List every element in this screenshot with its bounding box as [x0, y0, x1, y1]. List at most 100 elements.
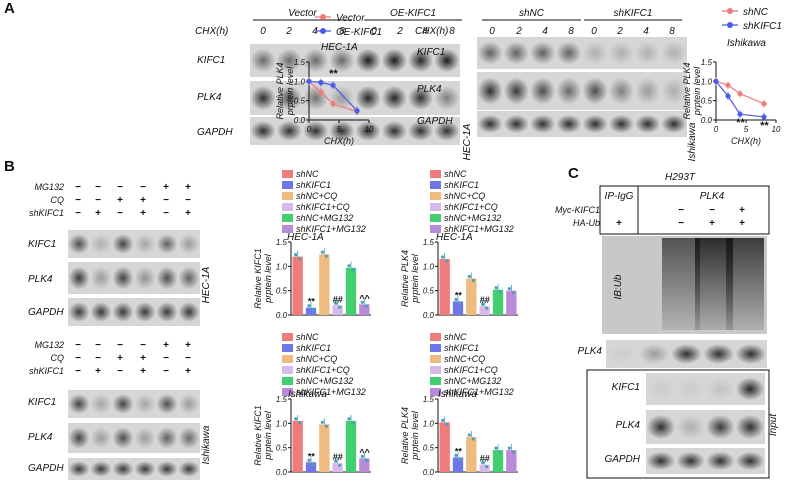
blot-band	[635, 114, 661, 134]
row-label-chx: CHX(h)	[195, 26, 228, 37]
bar	[439, 259, 450, 315]
y-tick-label: 1.0	[276, 419, 288, 428]
legend-label: shNC+CQ	[296, 354, 337, 364]
replicate-dot	[494, 286, 498, 290]
cell-line-vertical: Ishikawa	[201, 425, 212, 464]
replicate-dot	[458, 457, 462, 461]
blot-band	[178, 233, 200, 255]
bar	[506, 290, 517, 315]
blot-band	[503, 41, 529, 65]
blot-band	[355, 85, 381, 111]
blot-band	[68, 233, 90, 255]
data-point	[713, 78, 719, 84]
ip-header-box	[599, 185, 770, 235]
blot-band	[530, 77, 556, 105]
x-axis-label: CHX(h)	[731, 136, 761, 146]
cell-line-vertical: HEC-1A	[201, 266, 212, 303]
replicate-dot	[307, 304, 311, 308]
blot-band	[355, 48, 381, 73]
legend-label: shNC+CQ	[444, 354, 485, 364]
replicate-dot	[294, 253, 298, 257]
blot-band	[706, 414, 735, 440]
blot-band	[156, 393, 178, 415]
blot-band	[661, 41, 687, 65]
treatment-sign: +	[163, 182, 169, 193]
blot-band	[503, 114, 529, 134]
treatment-label: shKIFC1	[29, 366, 64, 376]
legend-swatch-marker	[727, 22, 733, 28]
treatment-label: HA-Ub	[573, 218, 600, 228]
blot-band	[68, 427, 90, 449]
replicate-dot	[498, 450, 502, 454]
blot-label-gapdh: GAPDH	[417, 116, 453, 127]
significance-mark: **	[454, 446, 462, 456]
treatment-label: Myc-KIFC1	[555, 205, 600, 215]
legend-swatch	[430, 170, 441, 178]
legend-swatch	[282, 377, 293, 385]
y-tick-label: 0.5	[423, 444, 435, 453]
legend-label: shNC	[296, 169, 319, 179]
y-tick-label: 0.5	[276, 287, 288, 296]
replicate-dot	[454, 297, 458, 301]
y-tick-label: 1.5	[423, 395, 435, 404]
replicate-dot	[324, 424, 328, 428]
legend-label: shNC+MG132	[444, 213, 501, 223]
chart-annotation: Ishikawa	[727, 38, 766, 49]
replicate-dot	[360, 454, 364, 458]
legend-swatch	[430, 203, 441, 211]
y-tick-label: 1.0	[701, 77, 713, 86]
replicate-dot	[298, 257, 302, 261]
blot-band	[635, 41, 661, 65]
data-point	[725, 93, 731, 99]
series-line	[715, 80, 765, 118]
blot-band	[112, 427, 134, 449]
chart-annotation: Ishikawa	[438, 389, 477, 400]
timepoint-label: 2	[515, 26, 522, 37]
treatment-sign: −	[95, 353, 101, 364]
blot-band	[250, 85, 276, 111]
legend-label: shKIFC1+MG132	[296, 387, 366, 397]
y-tick-label: 0.0	[294, 116, 306, 125]
timepoint-label: 8	[449, 26, 455, 37]
legend-label: shKIFC1	[444, 343, 479, 353]
bar	[452, 457, 464, 472]
blot-kifc1	[68, 390, 200, 418]
data-point	[330, 101, 336, 107]
significance-mark: **	[307, 451, 315, 461]
data-point	[354, 108, 360, 114]
treatment-sign: +	[95, 208, 101, 219]
blot-label-gapdh: GAPDH	[197, 127, 233, 138]
replicate-dot	[441, 255, 445, 259]
bar	[359, 458, 370, 472]
replicate-dot	[481, 302, 485, 306]
blot-band	[434, 85, 460, 111]
blot-band	[530, 114, 556, 134]
blot-band	[735, 377, 765, 401]
legend-label: shNC+MG132	[296, 376, 353, 386]
blot-band	[582, 114, 608, 134]
replicate-dot	[347, 264, 351, 268]
ubiquitin-smear	[726, 238, 764, 330]
legend-swatch-marker	[320, 28, 326, 34]
blot-band	[329, 48, 355, 73]
legend-label: Vector	[336, 13, 365, 24]
y-axis-label: Relative PLK4	[400, 250, 410, 307]
blot-band	[68, 266, 90, 290]
y-tick-label: 1.0	[294, 77, 306, 86]
legend-swatch	[430, 192, 441, 200]
replicate-dot	[307, 458, 311, 462]
blot-band	[434, 120, 460, 142]
data-point	[761, 114, 767, 120]
significance-mark: ##	[480, 295, 490, 305]
significance-mark: ^^	[359, 447, 370, 457]
blot-band	[556, 77, 582, 105]
replicate-dot	[494, 446, 498, 450]
replicate-dot	[481, 461, 485, 465]
panel-letter-a: A	[4, 0, 15, 17]
blot-label-kifc1: KIFC1	[612, 382, 640, 393]
treatment-sign: +	[185, 182, 191, 193]
legend-label: shNC+MG132	[296, 213, 353, 223]
treatment-sign: −	[140, 182, 146, 193]
blot-label-plk4: PLK4	[578, 346, 603, 357]
y-axis-label: prptein level	[410, 253, 420, 304]
